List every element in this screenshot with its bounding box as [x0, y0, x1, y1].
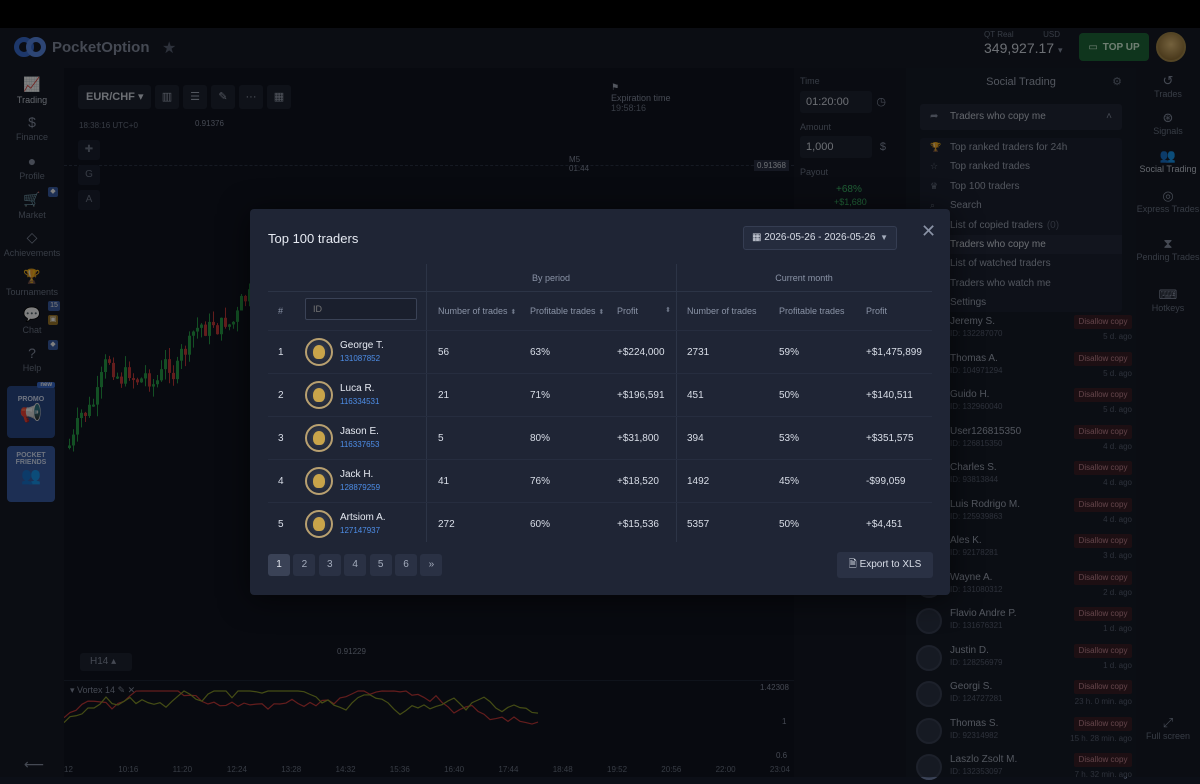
- trades-cell: 41: [438, 476, 450, 487]
- profitable-cell: 76%: [530, 476, 551, 487]
- profit-month-cell: -$99,059: [866, 476, 906, 487]
- col-profitable-trades[interactable]: Profitable trades ⬍: [530, 306, 605, 316]
- profitable-month-cell: 59%: [779, 347, 800, 358]
- profitable-month-cell: 45%: [779, 476, 800, 487]
- profitable-cell: 63%: [530, 347, 551, 358]
- trader-avatar[interactable]: [305, 338, 333, 366]
- trader-id-link[interactable]: 116334531: [340, 397, 380, 406]
- close-icon[interactable]: ✕: [921, 221, 937, 241]
- trader-name[interactable]: Jack H.: [340, 469, 374, 480]
- table-row[interactable]: 5 Artsiom A. 127147937 272 60% +$15,536 5357 50…: [268, 502, 932, 545]
- trader-name[interactable]: George T.: [340, 340, 384, 351]
- trader-avatar[interactable]: [305, 381, 333, 409]
- rank-cell: 2: [278, 390, 284, 401]
- col-profit[interactable]: Profit ⬍: [617, 292, 673, 330]
- trader-id-link[interactable]: 128879259: [340, 483, 381, 492]
- page-button[interactable]: 6: [395, 554, 417, 576]
- profitable-month-cell: 53%: [779, 433, 800, 444]
- sort-icon: ⬍: [510, 309, 517, 316]
- id-search-input[interactable]: [305, 298, 417, 320]
- column-divider: [676, 264, 677, 542]
- trader-name[interactable]: Jason E.: [340, 426, 379, 437]
- profit-cell: +$31,800: [617, 433, 659, 444]
- profitable-cell: 80%: [530, 433, 551, 444]
- calendar-icon: ▦: [752, 232, 762, 243]
- group-header-blank: [268, 264, 426, 292]
- trader-avatar[interactable]: [305, 424, 333, 452]
- profitable-month-cell: 50%: [779, 390, 800, 401]
- group-header-current-month: Current month: [676, 264, 932, 292]
- rank-cell: 3: [278, 433, 284, 444]
- col-profit-month: Profit: [866, 306, 888, 316]
- page-button[interactable]: 2: [293, 554, 316, 576]
- date-range-picker[interactable]: ▦ 2026-05-26 - 2026-05-26 ▼: [743, 226, 897, 250]
- table-row[interactable]: 4 Jack H. 128879259 41 76% +$18,520 1492 45% -$9…: [268, 459, 932, 502]
- rank-cell: 5: [278, 519, 284, 530]
- rank-cell: 1: [278, 347, 284, 358]
- profit-month-cell: +$140,511: [866, 390, 913, 401]
- col-profitable-trades-month: Profitable trades: [779, 306, 845, 316]
- profit-month-cell: +$1,475,899: [866, 347, 922, 358]
- trades-cell: 5: [438, 433, 444, 444]
- rank-cell: 4: [278, 476, 284, 487]
- sort-icon: ⬍: [598, 309, 605, 316]
- export-xls-button[interactable]: 🗎 Export to XLS: [837, 552, 933, 578]
- profitable-cell: 71%: [530, 390, 551, 401]
- col-number-of-trades-month: Number of trades: [687, 306, 757, 316]
- trades-month-cell: 394: [687, 433, 704, 444]
- trader-id-link[interactable]: 116337653: [340, 440, 380, 449]
- page-button[interactable]: 1: [268, 554, 290, 576]
- column-divider: [426, 264, 427, 542]
- trader-id-link[interactable]: 127147937: [340, 526, 381, 535]
- profit-cell: +$196,591: [617, 390, 665, 401]
- trades-cell: 272: [438, 519, 455, 530]
- profit-month-cell: +$351,575: [866, 433, 914, 444]
- trades-cell: 21: [438, 390, 450, 401]
- page-button[interactable]: 5: [369, 554, 392, 576]
- trades-month-cell: 1492: [687, 476, 710, 487]
- trader-name[interactable]: Artsiom A.: [340, 512, 386, 523]
- file-icon: 🗎: [848, 559, 857, 570]
- page-button[interactable]: »: [420, 554, 443, 576]
- col-number-of-trades[interactable]: Number of trades ⬍: [438, 306, 517, 316]
- trader-id-link[interactable]: 131087852: [340, 354, 381, 363]
- profit-cell: +$224,000: [617, 347, 665, 358]
- page-button[interactable]: 3: [318, 554, 341, 576]
- page-button[interactable]: 4: [344, 554, 367, 576]
- table-row[interactable]: 3 Jason E. 116337653 5 80% +$31,800 394 53% +$35…: [268, 416, 932, 459]
- sort-icon: ⬍: [665, 307, 671, 314]
- profit-cell: +$18,520: [617, 476, 659, 487]
- trades-cell: 56: [438, 347, 450, 358]
- trades-month-cell: 2731: [687, 347, 710, 358]
- trades-month-cell: 5357: [687, 519, 710, 530]
- modal-title: Top 100 traders: [268, 231, 359, 246]
- group-header-by-period: By period: [426, 264, 676, 292]
- col-rank: #: [278, 306, 284, 316]
- trader-name[interactable]: Luca R.: [340, 383, 375, 394]
- chevron-down-icon: ▼: [880, 233, 888, 242]
- profitable-month-cell: 50%: [779, 519, 800, 530]
- top-traders-modal: Top 100 traders ▦ 2026-05-26 - 2026-05-2…: [250, 209, 950, 595]
- trader-avatar[interactable]: [305, 467, 333, 495]
- profit-month-cell: +$4,451: [866, 519, 903, 530]
- trader-avatar[interactable]: [305, 510, 333, 538]
- trades-month-cell: 451: [687, 390, 704, 401]
- table-row[interactable]: 1 George T. 131087852 56 63% +$224,000 2731 59%…: [268, 330, 932, 373]
- profit-cell: +$15,536: [617, 519, 659, 530]
- profitable-cell: 60%: [530, 519, 551, 530]
- table-row[interactable]: 2 Luca R. 116334531 21 71% +$196,591 451 50% +$1…: [268, 373, 932, 416]
